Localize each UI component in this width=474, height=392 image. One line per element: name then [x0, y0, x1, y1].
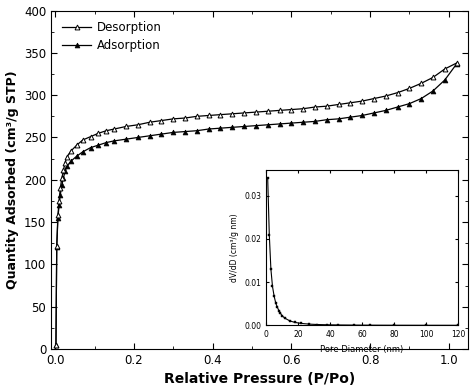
Desorption [147, 120, 153, 125]
Desorption [53, 343, 59, 347]
Desorption [55, 213, 61, 218]
X-axis label: Relative Pressure (P/Po): Relative Pressure (P/Po) [164, 372, 356, 387]
Adsorption [54, 245, 60, 250]
Adsorption [96, 143, 101, 147]
Adsorption [56, 203, 62, 207]
Adsorption [170, 130, 176, 135]
Desorption [218, 112, 223, 117]
Desorption [253, 110, 259, 114]
Adsorption [277, 122, 283, 126]
Desorption [312, 105, 318, 109]
Adsorption [395, 105, 401, 109]
Adsorption [62, 169, 68, 174]
Adsorption [442, 78, 447, 82]
Desorption [74, 143, 80, 147]
Desorption [103, 128, 109, 133]
Desorption [241, 111, 247, 115]
Desorption [135, 122, 141, 127]
Adsorption [265, 122, 271, 127]
Adsorption [53, 343, 59, 347]
Desorption [62, 160, 68, 165]
Desorption [61, 168, 66, 173]
Y-axis label: Quantity Adsorbed (cm³/g STP): Quantity Adsorbed (cm³/g STP) [6, 71, 18, 289]
Desorption [454, 61, 459, 65]
Adsorption [301, 120, 306, 125]
Adsorption [147, 133, 153, 138]
Adsorption [206, 127, 211, 131]
Adsorption [61, 176, 66, 180]
Desorption [277, 108, 283, 113]
Adsorption [347, 115, 353, 120]
Desorption [57, 186, 63, 191]
Desorption [419, 81, 424, 86]
Desorption [430, 75, 436, 80]
Adsorption [88, 145, 93, 150]
Adsorption [454, 62, 459, 66]
Desorption [383, 94, 389, 98]
Desorption [96, 131, 101, 136]
Desorption [88, 134, 93, 139]
Desorption [229, 111, 235, 116]
Desorption [324, 104, 329, 109]
Adsorption [80, 149, 85, 154]
Adsorption [68, 159, 74, 163]
Desorption [68, 149, 74, 153]
Line: Desorption: Desorption [54, 61, 459, 347]
Legend: Desorption, Adsorption: Desorption, Adsorption [57, 16, 167, 56]
Adsorption [218, 126, 223, 131]
Desorption [442, 67, 447, 71]
Desorption [194, 114, 200, 119]
Desorption [64, 154, 70, 159]
Desorption [395, 90, 401, 95]
Adsorption [182, 129, 188, 134]
Desorption [265, 109, 271, 114]
Adsorption [55, 216, 61, 220]
Desorption [371, 96, 377, 101]
Adsorption [289, 121, 294, 125]
Adsorption [407, 101, 412, 106]
Adsorption [111, 138, 117, 143]
Adsorption [419, 96, 424, 101]
Adsorption [359, 113, 365, 118]
Adsorption [59, 183, 64, 187]
Adsorption [371, 111, 377, 115]
Desorption [159, 118, 164, 123]
Adsorption [336, 116, 341, 121]
Desorption [182, 116, 188, 120]
Desorption [123, 124, 129, 129]
Desorption [111, 127, 117, 131]
Adsorption [123, 137, 129, 142]
Desorption [54, 243, 60, 248]
Adsorption [229, 125, 235, 130]
Desorption [347, 100, 353, 105]
Desorption [170, 116, 176, 121]
Adsorption [57, 193, 63, 198]
Adsorption [312, 119, 318, 124]
Adsorption [324, 117, 329, 122]
Line: Adsorption: Adsorption [54, 62, 459, 347]
Desorption [80, 138, 85, 142]
Desorption [206, 113, 211, 118]
Adsorption [241, 124, 247, 129]
Adsorption [74, 154, 80, 158]
Adsorption [194, 128, 200, 133]
Adsorption [135, 135, 141, 140]
Desorption [59, 176, 64, 180]
Desorption [407, 86, 412, 91]
Desorption [56, 199, 62, 203]
Adsorption [103, 140, 109, 145]
Adsorption [253, 123, 259, 128]
Desorption [289, 107, 294, 112]
Desorption [336, 102, 341, 107]
Adsorption [383, 108, 389, 113]
Adsorption [430, 89, 436, 93]
Adsorption [159, 132, 164, 136]
Desorption [301, 106, 306, 111]
Desorption [359, 99, 365, 103]
Adsorption [64, 164, 70, 169]
